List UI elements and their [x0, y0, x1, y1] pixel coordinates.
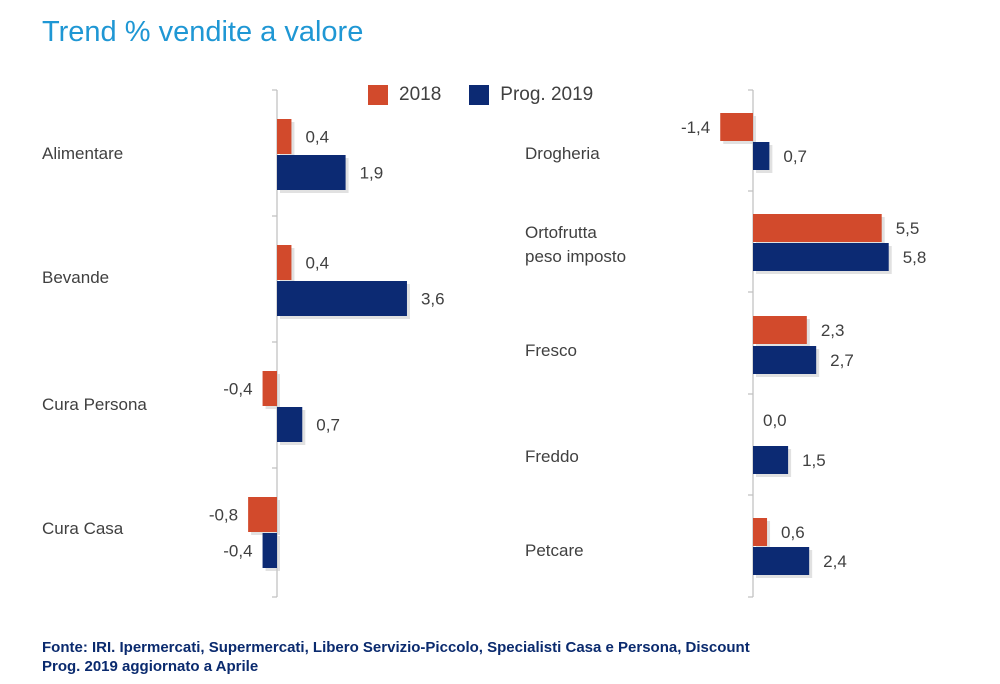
- data-label: 0,6: [781, 523, 805, 542]
- category-label: Petcare: [525, 541, 584, 560]
- chart-title: Trend % vendite a valore: [42, 16, 364, 48]
- legend-swatch-2018: [368, 85, 388, 105]
- bar-prog-2019: [277, 407, 303, 442]
- bar-2018: [277, 119, 292, 154]
- data-label: 2,3: [821, 321, 845, 340]
- category-label: Cura Casa: [42, 519, 124, 538]
- footnote-source: Fonte: IRI. Ipermercati, Supermercati, L…: [42, 639, 750, 656]
- data-label: -0,4: [223, 542, 252, 561]
- legend-item-2019: Prog. 2019: [469, 84, 593, 106]
- category-label: Fresco: [525, 341, 577, 360]
- category-label: Bevande: [42, 268, 109, 287]
- data-label: 5,5: [896, 219, 920, 238]
- footnote-update: Prog. 2019 aggiornato a Aprile: [42, 658, 259, 675]
- bar-2018: [262, 371, 277, 406]
- category-label: peso imposto: [525, 247, 626, 266]
- data-label: 2,7: [830, 351, 854, 370]
- data-label: -0,4: [223, 380, 252, 399]
- data-label: 0,7: [783, 147, 807, 166]
- legend-label-2018: 2018: [399, 84, 442, 105]
- category-label: Cura Persona: [42, 395, 147, 414]
- footnote: Fonte: IRI. Ipermercati, Supermercati, L…: [42, 638, 750, 676]
- data-label: 0,0: [763, 411, 787, 430]
- bar-prog-2019: [262, 533, 277, 568]
- bar-2018: [753, 316, 807, 344]
- data-label: 0,7: [316, 416, 340, 435]
- data-label: 5,8: [903, 248, 927, 267]
- legend-swatch-2019: [469, 85, 490, 105]
- bar-prog-2019: [753, 142, 770, 170]
- bar-prog-2019: [753, 243, 889, 271]
- legend-item-2018: 2018: [368, 84, 441, 106]
- legend-label-2019: Prog. 2019: [500, 84, 594, 105]
- bar-2018: [720, 113, 753, 141]
- bar-prog-2019: [277, 281, 407, 316]
- data-label: -1,4: [681, 118, 710, 137]
- category-label: Freddo: [525, 447, 579, 466]
- data-label: 2,4: [823, 552, 847, 571]
- category-label: Drogheria: [525, 144, 600, 163]
- bar-2018: [753, 214, 882, 242]
- bar-2018: [753, 518, 768, 546]
- bar-prog-2019: [753, 346, 817, 374]
- data-label: 1,5: [802, 451, 826, 470]
- legend: 2018 Prog. 2019: [368, 82, 621, 108]
- data-label: 0,4: [305, 128, 329, 147]
- data-label: 1,9: [360, 164, 384, 183]
- bar-prog-2019: [753, 446, 789, 474]
- data-label: -0,8: [209, 506, 238, 525]
- bar-2018: [277, 245, 292, 280]
- category-label: Ortofrutta: [525, 223, 597, 242]
- bar-2018: [248, 497, 277, 532]
- category-label: Alimentare: [42, 144, 123, 163]
- data-label: 3,6: [421, 290, 445, 309]
- bar-prog-2019: [753, 547, 810, 575]
- bar-prog-2019: [277, 155, 346, 190]
- data-label: 0,4: [305, 254, 329, 273]
